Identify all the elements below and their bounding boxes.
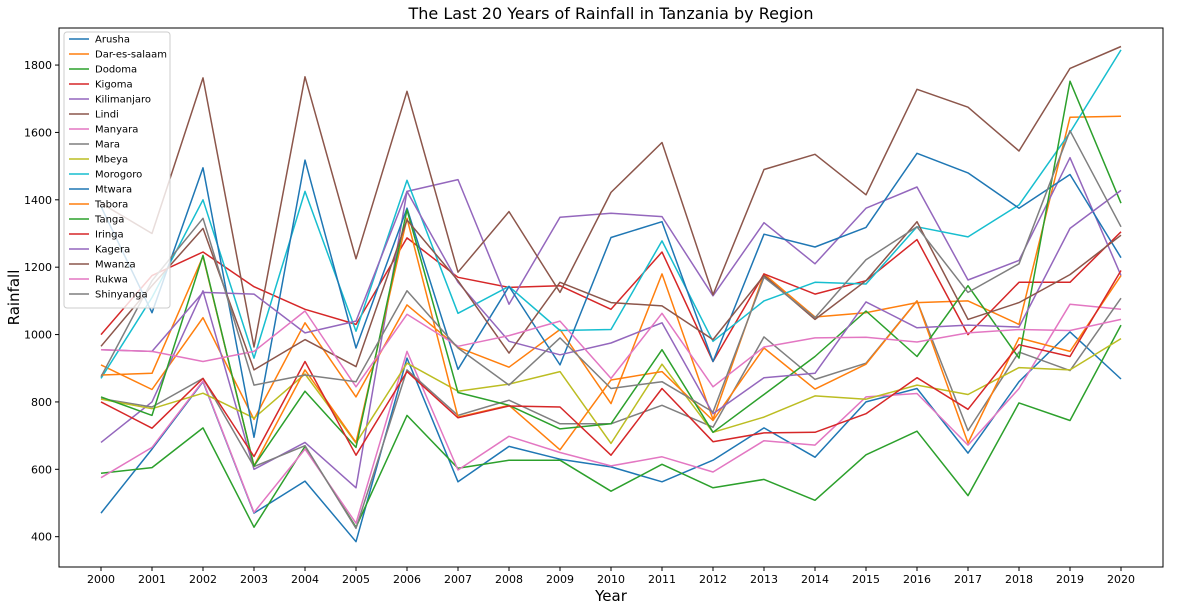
- legend-label: Kagera: [95, 245, 130, 256]
- x-tick-label: 2011: [648, 573, 676, 586]
- legend-label: Manyara: [95, 125, 138, 136]
- x-tick-label: 2020: [1107, 573, 1135, 586]
- x-tick-label: 2009: [546, 573, 574, 586]
- series-line-tanga: [100, 80, 1122, 467]
- legend-label: Mbeya: [95, 155, 128, 166]
- legend-label: Rukwa: [95, 275, 128, 286]
- x-tick-label: 2001: [138, 573, 166, 586]
- series-line-dar-es-salaam: [100, 115, 1122, 421]
- y-tick-label: 1400: [24, 194, 52, 207]
- y-tick-label: 1000: [24, 329, 52, 342]
- y-tick-label: 1600: [24, 126, 52, 139]
- series-line-shinyanga: [100, 129, 1122, 413]
- x-tick-label: 2000: [87, 573, 115, 586]
- legend: Arusha Dar-es-salaam Dodoma Kigoma Kilimanja…: [63, 31, 171, 309]
- legend-label: Mwanza: [95, 260, 136, 271]
- legend-label: Arusha: [95, 35, 130, 46]
- x-tick-label: 2018: [1005, 573, 1033, 586]
- legend-items: Arusha Dar-es-salaam Dodoma Kigoma Kilimanja…: [69, 35, 167, 301]
- x-tick-label: 2012: [699, 573, 727, 586]
- y-tick-label: 400: [31, 531, 52, 544]
- series-line-rukwa: [100, 310, 1122, 388]
- series-layer: [100, 45, 1122, 543]
- series-line-manyara: [100, 303, 1122, 524]
- x-axis: 2000 2001 2002 2003 2004 2005 2006 2007 2008 2009…: [87, 567, 1135, 586]
- plot-frame: [58, 27, 1164, 568]
- legend-label: Dar-es-salaam: [95, 50, 167, 61]
- y-axis: 400 600 800 1000 1200 1400 1600 1800: [24, 59, 59, 544]
- legend-label: Kigoma: [95, 80, 133, 91]
- legend-label: Morogoro: [95, 170, 142, 181]
- legend-label: Mtwara: [95, 185, 132, 196]
- series-line-tabora: [100, 217, 1122, 467]
- series-line-mwanza: [100, 219, 1122, 371]
- x-tick-label: 2006: [393, 573, 421, 586]
- series-line-mtwara: [100, 152, 1122, 439]
- x-tick-label: 2013: [750, 573, 778, 586]
- x-axis-title: Year: [594, 587, 628, 605]
- series-line-kilimanjaro: [100, 156, 1122, 489]
- y-tick-label: 1800: [24, 59, 52, 72]
- y-tick-label: 800: [31, 396, 52, 409]
- series-line-kigoma: [100, 231, 1122, 363]
- x-tick-label: 2017: [954, 573, 982, 586]
- x-tick-label: 2002: [189, 573, 217, 586]
- series-line-morogoro: [100, 49, 1122, 379]
- y-tick-label: 600: [31, 463, 52, 476]
- series-line-kagera: [100, 189, 1122, 415]
- series-line-mbeya: [100, 337, 1122, 445]
- x-tick-label: 2008: [495, 573, 523, 586]
- legend-label: Dodoma: [95, 65, 137, 76]
- series-line-arusha: [100, 331, 1122, 543]
- x-tick-label: 2010: [597, 573, 625, 586]
- x-tick-label: 2005: [342, 573, 370, 586]
- legend-label: Tabora: [94, 200, 128, 211]
- y-tick-label: 1200: [24, 261, 52, 274]
- x-tick-label: 2004: [291, 573, 319, 586]
- x-tick-label: 2016: [903, 573, 931, 586]
- legend-box: [63, 31, 171, 309]
- x-tick-label: 2014: [801, 573, 829, 586]
- legend-label: Shinyanga: [95, 290, 148, 301]
- chart-title: The Last 20 Years of Rainfall in Tanzani…: [408, 4, 814, 23]
- x-tick-label: 2003: [240, 573, 268, 586]
- series-line-iringa: [100, 270, 1122, 458]
- legend-label: Lindi: [95, 110, 119, 121]
- legend-label: Iringa: [95, 230, 124, 241]
- series-line-dodoma: [100, 324, 1122, 528]
- legend-label: Kilimanjaro: [95, 95, 151, 106]
- y-axis-title: Rainfall: [5, 270, 23, 326]
- series-line-lindi: [100, 45, 1122, 348]
- legend-label: Tanga: [94, 215, 124, 226]
- legend-label: Mara: [95, 140, 120, 151]
- x-tick-label: 2007: [444, 573, 472, 586]
- x-tick-label: 2015: [852, 573, 880, 586]
- x-tick-label: 2019: [1056, 573, 1084, 586]
